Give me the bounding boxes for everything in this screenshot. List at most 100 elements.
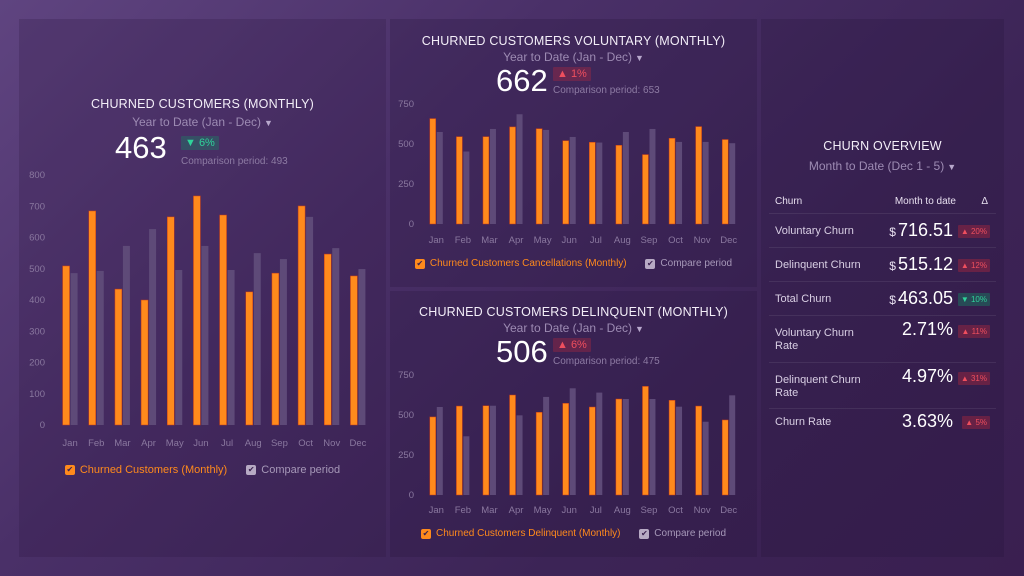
bar-primary[interactable] xyxy=(509,394,516,496)
bar-compare[interactable] xyxy=(489,405,496,495)
bar-compare[interactable] xyxy=(516,114,523,224)
x-tick-label: May xyxy=(534,235,552,246)
bar-compare[interactable] xyxy=(622,399,629,495)
bar-primary[interactable] xyxy=(324,253,332,426)
bar-compare[interactable] xyxy=(306,216,314,425)
bar-compare[interactable] xyxy=(569,136,576,224)
bar-compare[interactable] xyxy=(489,128,496,224)
bar-compare[interactable] xyxy=(649,399,656,495)
bar-primary[interactable] xyxy=(482,405,490,496)
bar-primary[interactable] xyxy=(62,265,70,426)
bar-primary[interactable] xyxy=(668,400,676,496)
x-tick-label: Mar xyxy=(481,235,497,246)
bar-compare[interactable] xyxy=(676,141,683,224)
legend-compare[interactable]: ✔ Compare period xyxy=(645,258,733,269)
bar-compare[interactable] xyxy=(702,421,709,495)
checkbox-checked-icon[interactable]: ✔ xyxy=(414,258,425,269)
bar-primary[interactable] xyxy=(562,140,569,225)
bar-compare[interactable] xyxy=(702,141,709,224)
bar-primary[interactable] xyxy=(456,136,463,225)
bar-primary[interactable] xyxy=(668,137,676,225)
bar-compare[interactable] xyxy=(516,415,523,495)
bar-compare[interactable] xyxy=(201,245,209,425)
legend-primary[interactable]: ✔ Churned Customers Cancellations (Monthl… xyxy=(414,258,627,269)
bar-primary[interactable] xyxy=(350,275,358,426)
bar-compare[interactable] xyxy=(96,270,104,425)
bar-primary[interactable] xyxy=(562,403,569,496)
bar-primary[interactable] xyxy=(589,406,596,496)
bar-primary[interactable] xyxy=(695,126,702,225)
x-tick-label: Sep xyxy=(641,235,658,246)
legend-primary[interactable]: ✔ Churned Customers Delinquent (Monthly) xyxy=(420,528,621,539)
checkbox-checked-icon[interactable]: ✔ xyxy=(246,464,257,475)
bar-primary[interactable] xyxy=(482,136,490,225)
y-tick-label: 500 xyxy=(29,264,45,275)
y-tick-label: 400 xyxy=(29,295,45,306)
x-tick-label: Jul xyxy=(590,505,602,516)
period-selector[interactable]: Year to Date (Jan - Dec) ▼ xyxy=(390,50,757,64)
bar-compare[interactable] xyxy=(463,151,470,224)
bar-primary[interactable] xyxy=(245,291,253,426)
bar-primary[interactable] xyxy=(429,118,437,225)
bar-primary[interactable] xyxy=(589,141,596,225)
bar-primary[interactable] xyxy=(140,299,149,426)
bar-primary[interactable] xyxy=(167,216,175,426)
bar-compare[interactable] xyxy=(596,142,603,224)
bar-primary[interactable] xyxy=(642,154,649,225)
chevron-down-icon: ▼ xyxy=(947,162,957,172)
period-selector[interactable]: Year to Date (Jan - Dec) ▼ xyxy=(19,115,386,129)
bar-compare[interactable] xyxy=(175,270,183,425)
period-selector[interactable]: Month to Date (Dec 1 - 5) ▼ xyxy=(761,159,1004,173)
bar-compare[interactable] xyxy=(122,245,130,425)
bar-primary[interactable] xyxy=(429,416,437,496)
period-selector[interactable]: Year to Date (Jan - Dec) ▼ xyxy=(390,321,757,335)
bar-compare[interactable] xyxy=(70,273,78,425)
bar-primary[interactable] xyxy=(535,128,543,225)
bar-compare[interactable] xyxy=(729,395,736,495)
bar-compare[interactable] xyxy=(227,270,235,425)
bar-compare[interactable] xyxy=(596,392,603,495)
bar-compare[interactable] xyxy=(569,388,576,495)
bar-compare[interactable] xyxy=(149,229,157,425)
bar-compare[interactable] xyxy=(676,406,683,495)
y-tick-label: 750 xyxy=(398,99,414,110)
y-tick-label: 500 xyxy=(398,410,414,421)
bar-primary[interactable] xyxy=(535,412,543,496)
bar-primary[interactable] xyxy=(695,405,702,496)
legend-compare[interactable]: ✔ Compare period xyxy=(246,463,341,476)
checkbox-checked-icon[interactable]: ✔ xyxy=(64,464,75,475)
x-tick-label: Oct xyxy=(298,438,313,449)
bar-compare[interactable] xyxy=(358,269,366,425)
legend-primary[interactable]: ✔ Churned Customers (Monthly) xyxy=(64,463,228,476)
bar-primary[interactable] xyxy=(721,419,729,496)
bar-primary[interactable] xyxy=(271,272,280,426)
bar-primary[interactable] xyxy=(114,288,123,426)
bar-compare[interactable] xyxy=(729,143,736,224)
bar-primary[interactable] xyxy=(193,195,201,426)
bar-primary[interactable] xyxy=(88,210,96,426)
bar-compare[interactable] xyxy=(543,396,550,495)
bar-compare[interactable] xyxy=(649,128,656,224)
bar-compare[interactable] xyxy=(622,132,629,224)
checkbox-checked-icon[interactable]: ✔ xyxy=(645,258,656,269)
bar-primary[interactable] xyxy=(615,145,623,225)
bar-primary[interactable] xyxy=(219,214,227,426)
bar-compare[interactable] xyxy=(279,259,287,425)
bar-compare[interactable] xyxy=(436,132,443,224)
bar-compare[interactable] xyxy=(332,248,340,425)
checkbox-checked-icon[interactable]: ✔ xyxy=(639,528,650,539)
bar-primary[interactable] xyxy=(297,205,306,426)
checkbox-checked-icon[interactable]: ✔ xyxy=(420,528,431,539)
bar-compare[interactable] xyxy=(463,436,470,495)
bar-compare[interactable] xyxy=(543,129,550,224)
legend-compare[interactable]: ✔ Compare period xyxy=(639,528,727,539)
bar-primary[interactable] xyxy=(642,386,649,496)
bar-primary[interactable] xyxy=(456,405,463,496)
bar-primary[interactable] xyxy=(721,139,729,225)
bar-compare[interactable] xyxy=(436,407,443,495)
bar-primary[interactable] xyxy=(509,126,516,225)
bar-compare[interactable] xyxy=(253,253,261,425)
change-badge: ▲ 6% xyxy=(553,338,591,352)
table-row: Delinquent Churn $515.12 ▲ 12% xyxy=(769,248,996,282)
bar-primary[interactable] xyxy=(615,398,623,496)
